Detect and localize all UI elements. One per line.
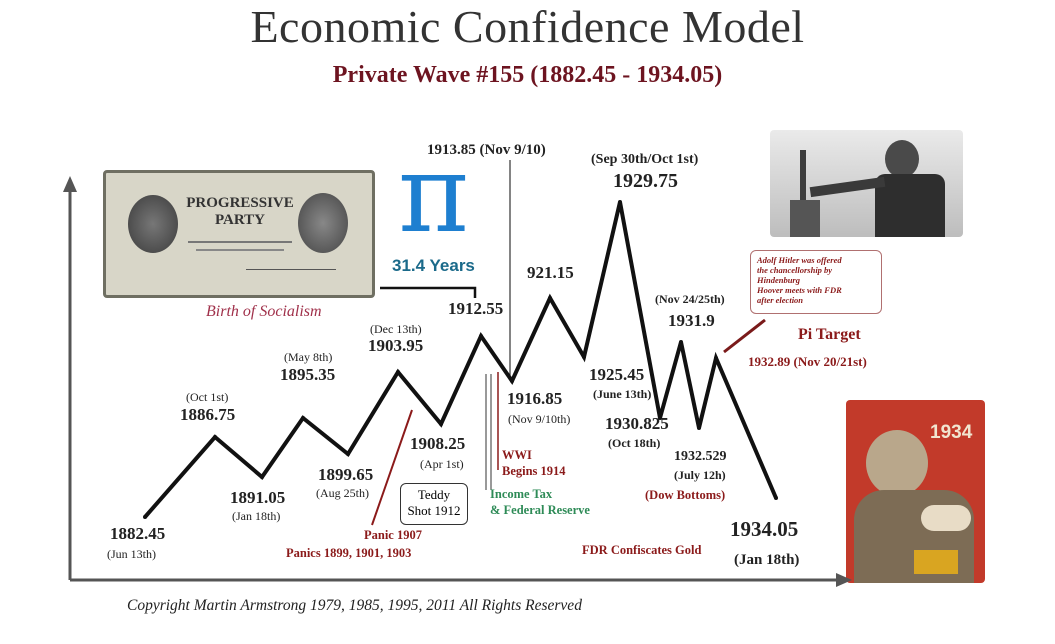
- wave-point: [697, 426, 701, 430]
- date-1895-35: (May 8th): [284, 350, 333, 364]
- panic-1907-line: [371, 409, 413, 526]
- date-1931-9: (Nov 24/25th): [655, 292, 725, 306]
- teddy-line-2: Shot 1912: [407, 503, 461, 518]
- label-1921-15: 921.15: [527, 263, 574, 282]
- date-1930-825: (Oct 18th): [608, 436, 661, 450]
- wwi-label: WWI Begins 1914: [502, 447, 566, 479]
- wave-point: [143, 515, 147, 519]
- label-1932-529: 1932.529: [674, 449, 727, 464]
- panics-label: Panics 1899, 1901, 1903: [286, 546, 412, 560]
- income-tax-label: Income Tax & Federal Reserve: [490, 486, 590, 518]
- portrait-right-icon: [298, 193, 348, 253]
- label-1882-45: 1882.45: [110, 524, 166, 543]
- label-1931-9: 1931.9: [668, 311, 715, 330]
- date-1886-75: (Oct 1st): [186, 390, 229, 404]
- date-1903-95: (Dec 13th): [370, 322, 422, 336]
- teddy-line-1: Teddy: [417, 487, 451, 502]
- date-1891-05: (Jan 18th): [232, 509, 281, 523]
- wwi-line-2: Begins 1914: [502, 464, 566, 478]
- pi-target-label: Pi Target: [798, 326, 861, 343]
- wave-point: [346, 452, 350, 456]
- label-1913-85-value: 1913.85: [427, 142, 476, 158]
- label-1908-25: 1908.25: [410, 434, 466, 453]
- label-1913-85-date: (Nov 9/10): [479, 142, 546, 158]
- wave-point: [658, 416, 662, 420]
- pi-target-pointer-line: [723, 318, 766, 354]
- hitler-photo: [770, 130, 963, 237]
- wave-point: [714, 356, 718, 360]
- wave-point: [582, 355, 586, 359]
- label-1886-75: 1886.75: [180, 405, 236, 424]
- poster-year: 1934: [930, 422, 973, 443]
- hitler-note-3: Hindenburg: [757, 275, 800, 285]
- label-1899-65: 1899.65: [318, 465, 374, 484]
- label-1916-85: 1916.85: [507, 389, 563, 408]
- progressive-party-banknote: PROGRESSIVE PARTY: [103, 170, 375, 298]
- label-1934-05: 1934.05: [730, 517, 799, 541]
- hitler-note-2: the chancellorship by: [757, 265, 833, 275]
- banknote-text-1: PROGRESSIVE: [186, 195, 294, 211]
- fdr-gold-label: FDR Confiscates Gold: [582, 543, 702, 557]
- pi-years-label: 31.4 Years: [392, 256, 475, 275]
- chart-subtitle: Private Wave #155 (1882.45 - 1934.05): [332, 62, 723, 88]
- x-axis-arrow-icon: [836, 573, 852, 587]
- income-tax-line-2: & Federal Reserve: [490, 503, 590, 517]
- label-1932-89: 1932.89 (Nov 20/21st): [748, 354, 867, 369]
- date-1934-05: (Jan 18th): [734, 552, 800, 568]
- date-1916-85: (Nov 9/10th): [508, 412, 571, 426]
- wave-point: [260, 475, 264, 479]
- label-1913-85: 1913.85 (Nov 9/10): [427, 142, 546, 159]
- axes: [63, 176, 852, 587]
- teddy-shot-box: Teddy Shot 1912: [400, 483, 468, 525]
- banknote-text-2: PARTY: [214, 212, 266, 228]
- portrait-left-icon: [128, 195, 178, 253]
- fdr-poster: 1934: [846, 400, 985, 583]
- label-1925-45: 1925.45: [589, 365, 645, 384]
- birth-of-socialism-label: Birth of Socialism: [206, 303, 322, 320]
- wave-point: [479, 334, 483, 338]
- label-1891-05: 1891.05: [230, 488, 286, 507]
- label-1929-75: 1929.75: [613, 170, 678, 192]
- panic-1907-label: Panic 1907: [364, 528, 422, 542]
- pi-symbol: π: [398, 132, 469, 257]
- y-axis-arrow-icon: [63, 176, 77, 192]
- income-tax-line-1: Income Tax: [490, 487, 553, 501]
- annotation-lines: [371, 160, 766, 526]
- hitler-note-box: Adolf Hitler was offered the chancellors…: [750, 250, 882, 314]
- hitler-note-4: Hoover meets with FDR: [757, 285, 842, 295]
- wave-point: [510, 379, 514, 383]
- date-1925-45: (June 13th): [593, 387, 652, 401]
- copyright-text: Copyright Martin Armstrong 1979, 1985, 1…: [127, 597, 582, 614]
- chart-title: Economic Confidence Model: [250, 1, 805, 52]
- label-1895-35: 1895.35: [280, 365, 336, 384]
- wwi-line-1: WWI: [502, 448, 532, 462]
- label-1930-825: 1930.825: [605, 414, 669, 433]
- dow-bottoms-label: (Dow Bottoms): [645, 488, 726, 502]
- label-1912-55: 1912.55: [448, 299, 504, 318]
- date-1929-75: (Sep 30th/Oct 1st): [591, 152, 699, 167]
- hitler-note-5: after election: [757, 295, 804, 305]
- label-1903-95: 1903.95: [368, 336, 424, 355]
- wave-point: [548, 296, 552, 300]
- wave-point: [618, 200, 622, 204]
- wave-point: [213, 435, 217, 439]
- hitler-note-1: Adolf Hitler was offered: [757, 255, 842, 265]
- wave-point: [439, 422, 443, 426]
- date-1882-45: (Jun 13th): [107, 547, 156, 561]
- wave-point: [396, 370, 400, 374]
- date-1932-529: (July 12h): [674, 468, 726, 482]
- wave-point: [679, 340, 683, 344]
- date-1899-65: (Aug 25th): [316, 486, 369, 500]
- date-1908-25: (Apr 1st): [420, 457, 464, 471]
- pi-bracket-line: [380, 286, 477, 298]
- wave-point: [774, 496, 778, 500]
- wave-point: [301, 416, 305, 420]
